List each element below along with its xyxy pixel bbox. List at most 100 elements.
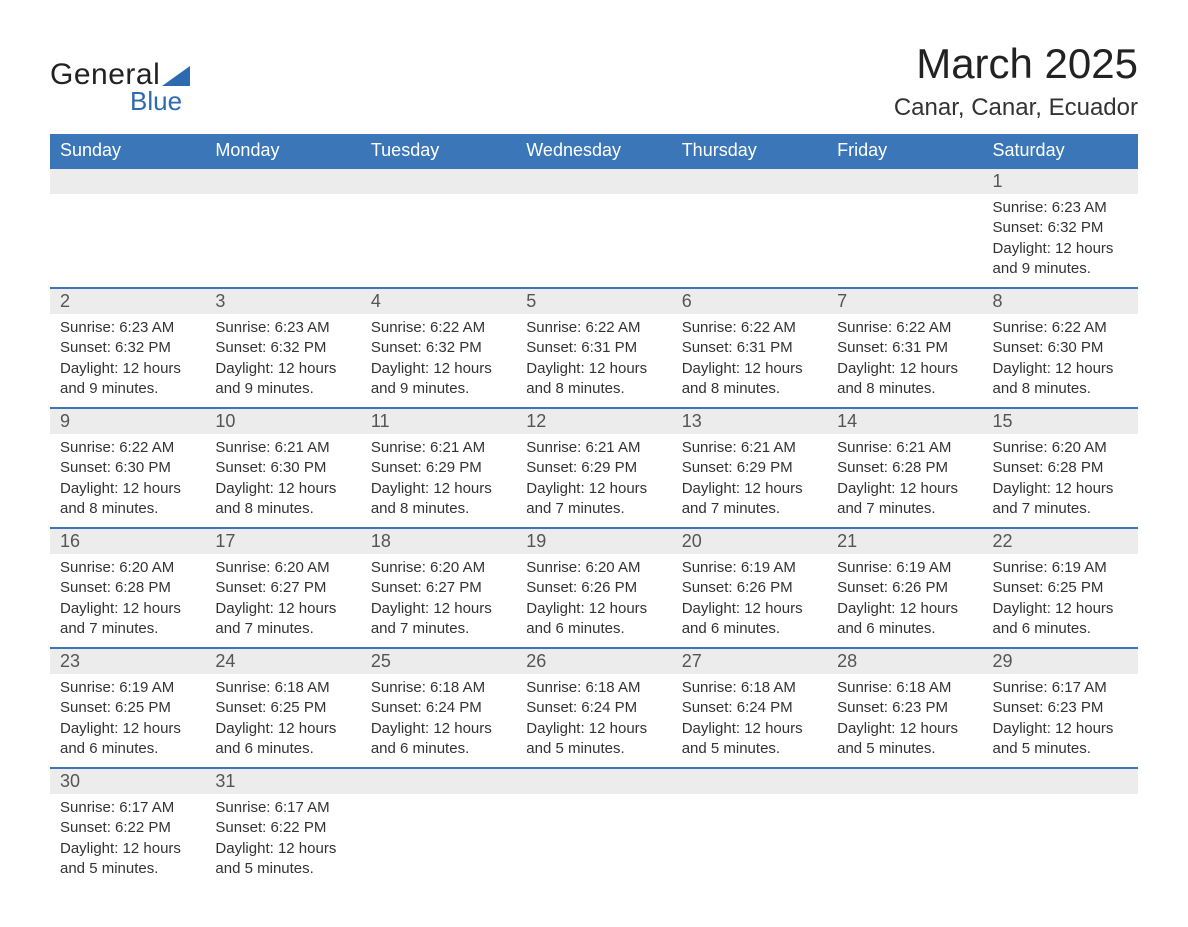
sunset-text: Sunset: 6:30 PM [60,458,195,478]
month-title: March 2025 [894,40,1138,88]
daylight-text-1: Daylight: 12 hours [837,719,972,739]
sunrise-text: Sunrise: 6:23 AM [215,318,350,338]
day-number-cell [827,168,982,194]
day-number-cell: 19 [516,528,671,554]
page-header: General Blue March 2025 Canar, Canar, Ec… [50,40,1138,122]
sunrise-text: Sunrise: 6:22 AM [682,318,817,338]
day-detail-cell: Sunrise: 6:20 AMSunset: 6:27 PMDaylight:… [361,554,516,648]
day-number-cell: 31 [205,768,360,794]
sunset-text: Sunset: 6:27 PM [371,578,506,598]
daylight-text-1: Daylight: 12 hours [682,479,817,499]
day-detail-cell: Sunrise: 6:18 AMSunset: 6:24 PMDaylight:… [361,674,516,768]
sunset-text: Sunset: 6:25 PM [993,578,1128,598]
daylight-text-1: Daylight: 12 hours [371,599,506,619]
day-number-cell: 4 [361,288,516,314]
sunrise-text: Sunrise: 6:18 AM [215,678,350,698]
daylight-text-1: Daylight: 12 hours [682,359,817,379]
daylight-text-2: and 8 minutes. [371,499,506,519]
day-detail-cell: Sunrise: 6:22 AMSunset: 6:31 PMDaylight:… [827,314,982,408]
daylight-text-2: and 7 minutes. [526,499,661,519]
daylight-text-1: Daylight: 12 hours [993,359,1128,379]
sunrise-text: Sunrise: 6:22 AM [526,318,661,338]
day-detail-cell: Sunrise: 6:18 AMSunset: 6:24 PMDaylight:… [516,674,671,768]
daylight-text-1: Daylight: 12 hours [60,479,195,499]
day-detail-cell: Sunrise: 6:19 AMSunset: 6:25 PMDaylight:… [50,674,205,768]
weekday-header: Saturday [983,134,1138,168]
day-detail-cell: Sunrise: 6:17 AMSunset: 6:22 PMDaylight:… [50,794,205,887]
day-number-row: 3031 [50,768,1138,794]
day-number-cell [361,768,516,794]
sunset-text: Sunset: 6:28 PM [837,458,972,478]
daylight-text-2: and 7 minutes. [837,499,972,519]
day-number-cell [672,168,827,194]
sunrise-text: Sunrise: 6:23 AM [60,318,195,338]
day-detail-cell: Sunrise: 6:21 AMSunset: 6:28 PMDaylight:… [827,434,982,528]
day-number-cell: 12 [516,408,671,434]
day-number-cell: 29 [983,648,1138,674]
sunset-text: Sunset: 6:29 PM [371,458,506,478]
daylight-text-1: Daylight: 12 hours [215,479,350,499]
day-detail-row: Sunrise: 6:19 AMSunset: 6:25 PMDaylight:… [50,674,1138,768]
day-detail-cell: Sunrise: 6:19 AMSunset: 6:26 PMDaylight:… [827,554,982,648]
sunrise-text: Sunrise: 6:22 AM [60,438,195,458]
daylight-text-1: Daylight: 12 hours [993,239,1128,259]
day-number-cell [516,768,671,794]
day-number-cell [205,168,360,194]
day-number-cell: 17 [205,528,360,554]
sunset-text: Sunset: 6:22 PM [60,818,195,838]
day-number-cell: 11 [361,408,516,434]
daylight-text-2: and 9 minutes. [60,379,195,399]
day-detail-cell: Sunrise: 6:17 AMSunset: 6:22 PMDaylight:… [205,794,360,887]
day-detail-cell: Sunrise: 6:21 AMSunset: 6:29 PMDaylight:… [361,434,516,528]
daylight-text-2: and 5 minutes. [215,859,350,879]
sunrise-text: Sunrise: 6:21 AM [215,438,350,458]
brand-triangle-icon [162,66,190,86]
day-number-row: 16171819202122 [50,528,1138,554]
day-number-cell: 3 [205,288,360,314]
daylight-text-2: and 6 minutes. [837,619,972,639]
daylight-text-1: Daylight: 12 hours [993,719,1128,739]
day-number-cell: 16 [50,528,205,554]
day-number-cell: 10 [205,408,360,434]
sunset-text: Sunset: 6:25 PM [60,698,195,718]
sunrise-text: Sunrise: 6:21 AM [837,438,972,458]
daylight-text-1: Daylight: 12 hours [682,599,817,619]
day-detail-cell [827,194,982,288]
day-detail-cell: Sunrise: 6:19 AMSunset: 6:25 PMDaylight:… [983,554,1138,648]
daylight-text-1: Daylight: 12 hours [837,479,972,499]
day-detail-cell: Sunrise: 6:22 AMSunset: 6:30 PMDaylight:… [50,434,205,528]
brand-logo: General Blue [50,58,190,117]
daylight-text-2: and 8 minutes. [215,499,350,519]
day-number-cell: 6 [672,288,827,314]
daylight-text-1: Daylight: 12 hours [215,839,350,859]
day-detail-cell [516,794,671,887]
day-number-cell: 2 [50,288,205,314]
day-number-cell: 1 [983,168,1138,194]
day-number-cell [983,768,1138,794]
sunset-text: Sunset: 6:32 PM [215,338,350,358]
sunset-text: Sunset: 6:26 PM [682,578,817,598]
weekday-header: Tuesday [361,134,516,168]
daylight-text-2: and 8 minutes. [682,379,817,399]
sunrise-text: Sunrise: 6:20 AM [60,558,195,578]
daylight-text-1: Daylight: 12 hours [526,719,661,739]
sunset-text: Sunset: 6:32 PM [993,218,1128,238]
weekday-header: Friday [827,134,982,168]
sunrise-text: Sunrise: 6:18 AM [526,678,661,698]
sunset-text: Sunset: 6:23 PM [837,698,972,718]
sunset-text: Sunset: 6:30 PM [215,458,350,478]
sunrise-text: Sunrise: 6:22 AM [371,318,506,338]
day-number-cell [827,768,982,794]
daylight-text-2: and 5 minutes. [682,739,817,759]
daylight-text-1: Daylight: 12 hours [371,359,506,379]
sunrise-text: Sunrise: 6:21 AM [682,438,817,458]
day-detail-row: Sunrise: 6:23 AMSunset: 6:32 PMDaylight:… [50,314,1138,408]
daylight-text-1: Daylight: 12 hours [993,479,1128,499]
day-detail-cell [361,794,516,887]
day-detail-cell: Sunrise: 6:23 AMSunset: 6:32 PMDaylight:… [50,314,205,408]
day-number-cell: 28 [827,648,982,674]
daylight-text-2: and 6 minutes. [371,739,506,759]
day-number-cell: 5 [516,288,671,314]
sunset-text: Sunset: 6:26 PM [526,578,661,598]
sunrise-text: Sunrise: 6:23 AM [993,198,1128,218]
